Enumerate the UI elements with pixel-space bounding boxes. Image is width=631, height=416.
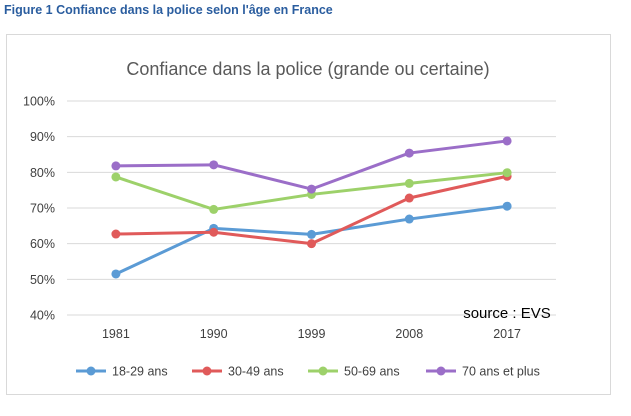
- y-tick-label-70: 70%: [30, 202, 55, 216]
- y-tick-label-40: 40%: [30, 309, 55, 323]
- x-tick-label-1981: 1981: [102, 327, 130, 341]
- data-point-2-1981: [111, 229, 121, 239]
- legend-item-3: 50-69 ans: [308, 365, 400, 379]
- x-tick-label-2017: 2017: [493, 327, 521, 341]
- data-point-3-2008: [404, 178, 414, 188]
- data-point-2-2008: [404, 193, 414, 203]
- legend-swatch-marker: [86, 366, 96, 376]
- legend-label: 30-49 ans: [228, 365, 284, 379]
- legend-label: 70 ans et plus: [462, 365, 540, 379]
- legend-label: 18-29 ans: [112, 365, 168, 379]
- data-point-3-1990: [209, 204, 219, 214]
- data-point-1-1999: [307, 229, 316, 239]
- data-point-2-1999: [307, 239, 316, 249]
- x-tick-label-2008: 2008: [395, 327, 423, 341]
- legend: 18-29 ans 30-49 ans 50-69 ans 70 ans et plu…: [76, 365, 540, 379]
- y-tick-label-100: 100%: [23, 95, 55, 109]
- data-point-2-1990: [209, 227, 219, 237]
- figure-caption: Figure 1 Confiance dans la police selon …: [4, 3, 333, 17]
- source-annotation: source : EVS: [463, 305, 551, 322]
- y-axis-tick-labels: 40% 50% 60% 70% 80% 90% 100%: [23, 95, 55, 323]
- data-point-3-2017: [502, 168, 512, 178]
- legend-item-4: 70 ans et plus: [426, 365, 540, 379]
- data-point-4-2017: [502, 136, 512, 146]
- chart-frame: [6, 34, 611, 395]
- y-tick-label-60: 60%: [30, 237, 55, 251]
- legend-item-1: 18-29 ans: [76, 365, 168, 379]
- data-point-4-2008: [404, 148, 414, 158]
- y-tick-label-50: 50%: [30, 273, 55, 287]
- data-point-3-1981: [111, 172, 121, 182]
- series-1: [111, 201, 512, 279]
- data-point-4-1990: [209, 160, 219, 170]
- x-axis-tick-labels: 1981 1990 1999 2008 2017: [102, 327, 521, 341]
- legend-swatch-marker: [202, 366, 212, 376]
- legend-swatch-marker: [436, 366, 446, 376]
- data-point-1-1981: [111, 269, 121, 279]
- series-lines: [111, 136, 512, 279]
- series-line-4: [114, 139, 509, 191]
- legend-swatch-marker: [318, 366, 328, 376]
- legend-item-2: 30-49 ans: [192, 365, 284, 379]
- x-tick-label-1990: 1990: [200, 327, 228, 341]
- data-point-1-2017: [502, 201, 512, 211]
- series-4: [111, 136, 512, 194]
- data-point-4-1981: [111, 161, 121, 171]
- y-tick-label-90: 90%: [30, 130, 55, 144]
- legend-label: 50-69 ans: [344, 365, 400, 379]
- x-tick-label-1999: 1999: [298, 327, 326, 341]
- data-point-1-2008: [404, 214, 414, 224]
- y-tick-label-80: 80%: [30, 166, 55, 180]
- data-point-4-1999: [307, 184, 316, 194]
- chart-title: Confiance dans la police (grande ou cert…: [126, 59, 489, 79]
